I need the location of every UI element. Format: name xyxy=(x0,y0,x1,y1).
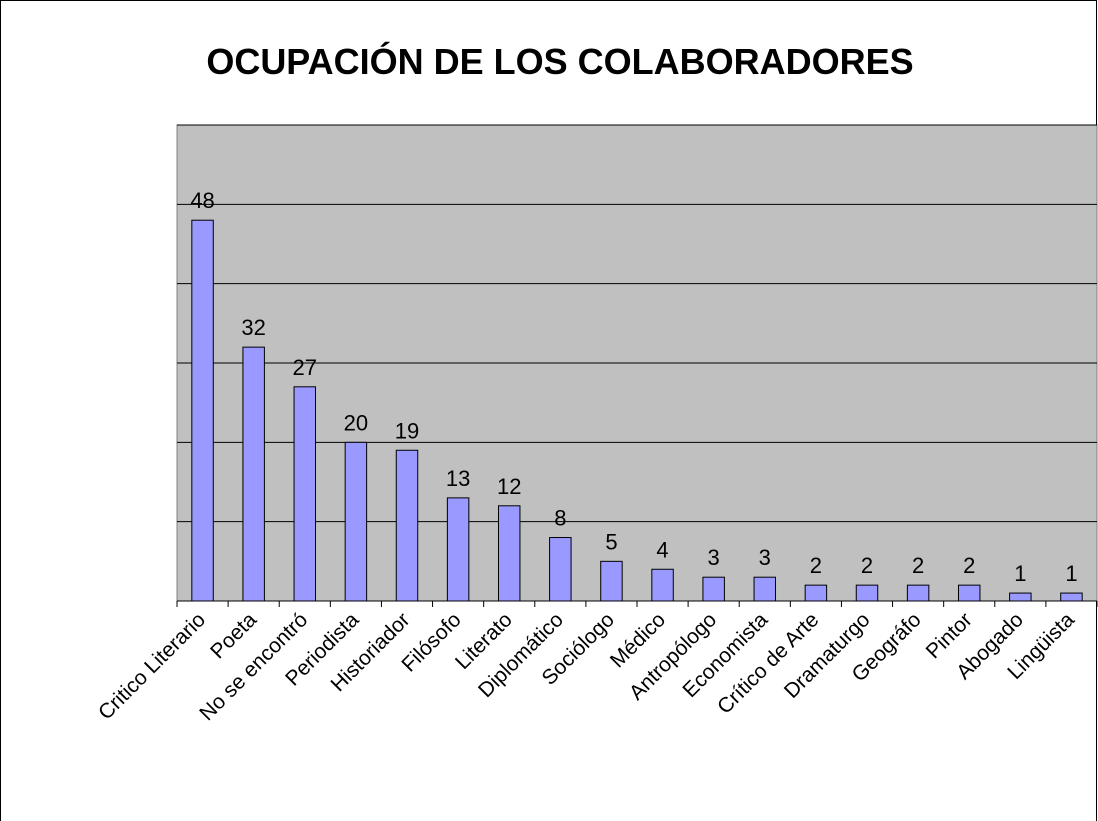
bar xyxy=(242,346,265,602)
data-label: 20 xyxy=(344,410,368,435)
bar xyxy=(497,505,521,602)
data-label: 5 xyxy=(605,529,617,554)
data-label: 2 xyxy=(810,553,822,578)
data-label: 48 xyxy=(190,188,214,213)
chart-title: OCUPACIÓN DE LOS COLABORADORES xyxy=(206,40,913,82)
bar xyxy=(600,560,623,602)
data-label: 3 xyxy=(759,545,771,570)
bar xyxy=(753,576,777,602)
data-label: 8 xyxy=(554,506,566,531)
data-label: 19 xyxy=(395,418,419,443)
bar xyxy=(906,584,930,602)
bar xyxy=(344,441,368,602)
data-label: 12 xyxy=(497,474,521,499)
bar xyxy=(395,449,419,602)
data-label: 3 xyxy=(708,545,720,570)
bar xyxy=(651,568,674,602)
bar xyxy=(855,584,879,602)
data-label: 2 xyxy=(861,553,873,578)
bar xyxy=(549,537,572,602)
data-label: 1 xyxy=(1065,561,1077,586)
bar xyxy=(957,584,981,602)
data-label: 4 xyxy=(656,537,668,562)
bar xyxy=(702,576,725,602)
data-label: 2 xyxy=(912,553,924,578)
bar xyxy=(1009,592,1032,602)
bar xyxy=(446,497,470,602)
data-label: 13 xyxy=(446,466,470,491)
data-label: 32 xyxy=(241,315,265,340)
bar xyxy=(1060,592,1083,602)
data-label: 2 xyxy=(963,553,975,578)
bar xyxy=(804,584,828,602)
data-label: 1 xyxy=(1014,561,1026,586)
bar xyxy=(191,219,214,602)
data-label: 27 xyxy=(293,355,317,380)
bar xyxy=(293,386,317,602)
